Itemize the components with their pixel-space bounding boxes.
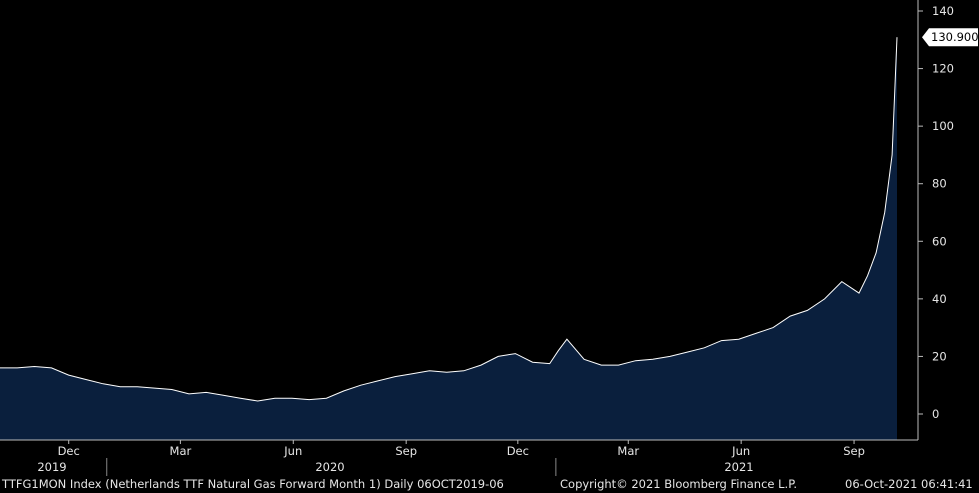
footer-description: TTFG1MON Index (Netherlands TTF Natural …	[2, 477, 504, 491]
footer-timestamp: 06-Oct-2021 06:41:41	[845, 477, 973, 491]
y-tick-label: 20	[932, 349, 947, 363]
footer: TTFG1MON Index (Netherlands TTF Natural …	[0, 476, 979, 493]
y-tick-label: 140	[932, 4, 954, 18]
x-tick-label: Dec	[507, 444, 529, 458]
x-tick-label: Dec	[58, 444, 80, 458]
x-tick-label: Sep	[843, 444, 865, 458]
chart: 140 120 100 80 60 40 20 0 130.900 Dec Mar Jun Sep Dec…	[0, 0, 979, 476]
x-tick-label: Jun	[731, 444, 750, 458]
year-label: 2020	[315, 460, 344, 474]
last-value-box	[922, 28, 978, 47]
year-label: 2019	[37, 460, 66, 474]
y-tick-label: 100	[932, 119, 954, 133]
year-label: 2021	[724, 460, 753, 474]
last-value-label: 130.900	[931, 30, 979, 44]
footer-copyright: Copyright© 2021 Bloomberg Finance L.P.	[560, 477, 797, 491]
y-tick-label: 0	[932, 407, 939, 421]
x-tick-label: Mar	[617, 444, 639, 458]
series-area	[0, 37, 897, 440]
y-tick-label: 60	[932, 234, 947, 248]
y-tick-label: 80	[932, 177, 947, 191]
x-tick-label: Mar	[170, 444, 192, 458]
y-tick-label: 40	[932, 292, 947, 306]
x-tick-label: Sep	[395, 444, 417, 458]
series-line	[0, 37, 898, 402]
x-tick-label: Jun	[283, 444, 302, 458]
y-tick-label: 120	[932, 62, 954, 76]
